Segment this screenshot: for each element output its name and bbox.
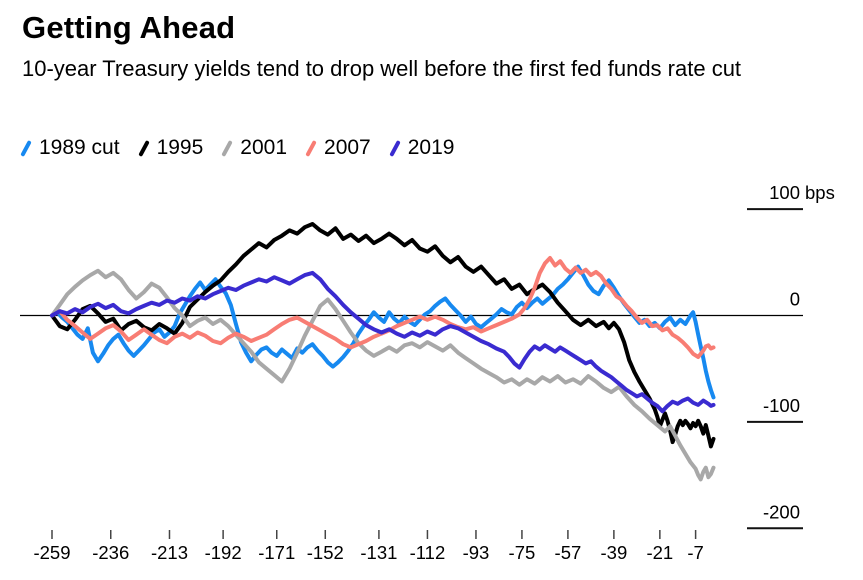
x-tick-label: -93 <box>463 542 490 563</box>
legend-label: 2007 <box>324 136 371 159</box>
x-tick-label: -192 <box>205 542 242 563</box>
x-tick-label: -57 <box>555 542 582 563</box>
legend-item-2007: 2007 <box>305 136 371 160</box>
legend-label: 1989 cut <box>39 136 120 159</box>
x-tick-label: -152 <box>307 542 344 563</box>
series-line-2007 <box>50 256 716 359</box>
x-tick-label: -131 <box>360 542 397 563</box>
x-tick-label: -75 <box>509 542 536 563</box>
x-tick-label: -213 <box>151 542 188 563</box>
y-axis-unit-label: bps <box>805 182 835 203</box>
y-tick-label: 100 <box>769 182 800 203</box>
y-tick-label: -200 <box>763 501 800 522</box>
x-tick-label: -7 <box>687 542 703 563</box>
x-tick-label: -171 <box>258 542 295 563</box>
chart-subtitle: 10-year Treasury yields tend to drop wel… <box>22 56 742 81</box>
legend-item-2001: 2001 <box>221 136 288 160</box>
chart-legend: 1989 cut 1995 2001 2007 2019 <box>20 136 455 160</box>
legend-label: 2001 <box>240 136 288 159</box>
legend-label: 1995 <box>156 136 204 159</box>
legend-item-1989: 1989 cut <box>20 136 120 160</box>
legend-item-1995: 1995 <box>137 136 204 160</box>
page-title: Getting Ahead <box>22 10 236 45</box>
x-tick-label: -39 <box>601 542 628 563</box>
legend-label: 2019 <box>407 136 455 159</box>
y-tick-label: 0 <box>790 289 800 310</box>
x-tick-label: -21 <box>646 542 673 563</box>
y-tick-label: -100 <box>763 395 800 416</box>
legend-item-2019: 2019 <box>388 136 455 160</box>
x-tick-label: -259 <box>33 542 70 563</box>
x-tick-label: -236 <box>92 542 129 563</box>
x-tick-label: -112 <box>410 542 446 563</box>
series-line-2019 <box>50 270 716 414</box>
